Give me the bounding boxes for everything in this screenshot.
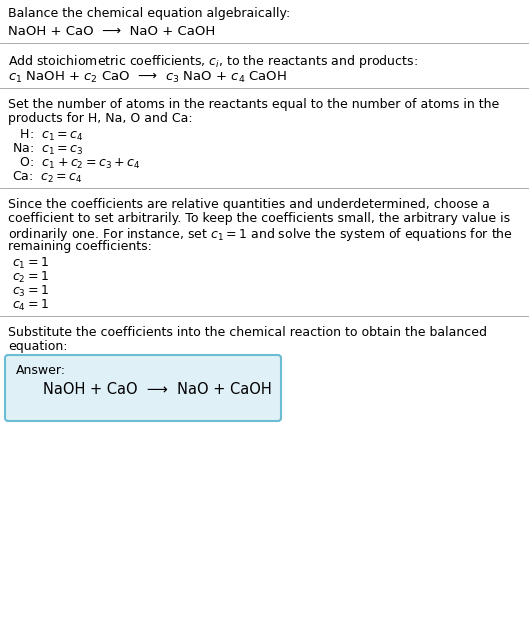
Text: Substitute the coefficients into the chemical reaction to obtain the balanced: Substitute the coefficients into the che…	[8, 326, 487, 339]
Text: $c_3 = 1$: $c_3 = 1$	[12, 284, 49, 299]
Text: $c_4 = 1$: $c_4 = 1$	[12, 298, 49, 313]
Text: $c_1 = 1$: $c_1 = 1$	[12, 256, 49, 271]
Text: Answer:: Answer:	[16, 364, 66, 377]
Text: equation:: equation:	[8, 340, 68, 353]
Text: products for H, Na, O and Ca:: products for H, Na, O and Ca:	[8, 112, 193, 125]
Text: Na:  $c_1 = c_3$: Na: $c_1 = c_3$	[12, 142, 83, 157]
Text: NaOH + CaO  ⟶  NaO + CaOH: NaOH + CaO ⟶ NaO + CaOH	[8, 25, 215, 38]
Text: $c_1$ NaOH + $c_2$ CaO  ⟶  $c_3$ NaO + $c_4$ CaOH: $c_1$ NaOH + $c_2$ CaO ⟶ $c_3$ NaO + $c_…	[8, 70, 287, 85]
Text: NaOH + CaO  ⟶  NaO + CaOH: NaOH + CaO ⟶ NaO + CaOH	[43, 382, 272, 397]
Text: Balance the chemical equation algebraically:: Balance the chemical equation algebraica…	[8, 7, 290, 20]
Text: coefficient to set arbitrarily. To keep the coefficients small, the arbitrary va: coefficient to set arbitrarily. To keep …	[8, 212, 510, 225]
Text: H:  $c_1 = c_4$: H: $c_1 = c_4$	[12, 128, 84, 143]
Text: Add stoichiometric coefficients, $c_i$, to the reactants and products:: Add stoichiometric coefficients, $c_i$, …	[8, 53, 418, 70]
Text: $c_2 = 1$: $c_2 = 1$	[12, 270, 49, 285]
Text: Ca:  $c_2 = c_4$: Ca: $c_2 = c_4$	[12, 170, 83, 185]
FancyBboxPatch shape	[5, 355, 281, 421]
Text: ordinarily one. For instance, set $c_1 = 1$ and solve the system of equations fo: ordinarily one. For instance, set $c_1 =…	[8, 226, 513, 243]
Text: Since the coefficients are relative quantities and underdetermined, choose a: Since the coefficients are relative quan…	[8, 198, 490, 211]
Text: O:  $c_1 + c_2 = c_3 + c_4$: O: $c_1 + c_2 = c_3 + c_4$	[12, 156, 140, 171]
Text: remaining coefficients:: remaining coefficients:	[8, 240, 152, 253]
Text: Set the number of atoms in the reactants equal to the number of atoms in the: Set the number of atoms in the reactants…	[8, 98, 499, 111]
